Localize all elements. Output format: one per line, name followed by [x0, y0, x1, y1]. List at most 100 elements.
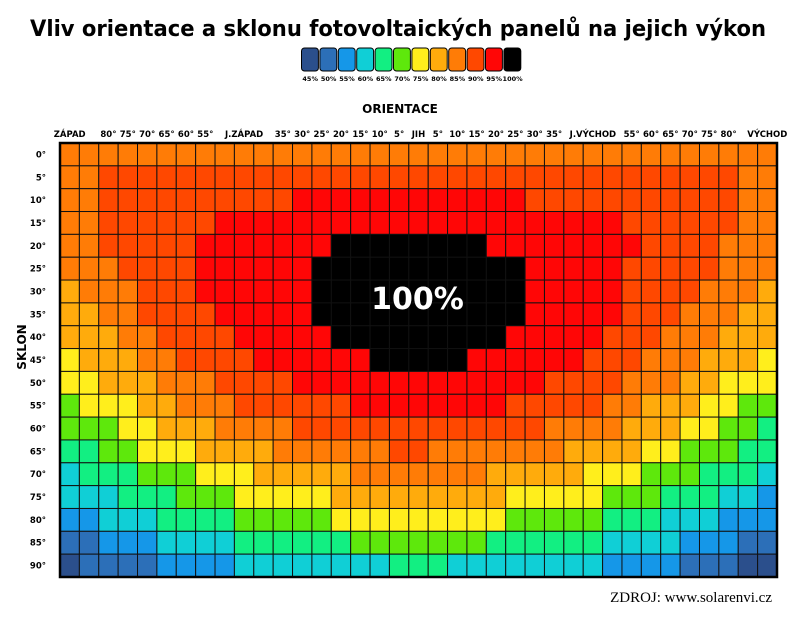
- heatmap-cell: [466, 188, 487, 213]
- heatmap-cell: [698, 393, 720, 418]
- heatmap-cell: [505, 211, 526, 235]
- heatmap-cell: [621, 393, 642, 418]
- heatmap-cell: [311, 485, 332, 509]
- heatmap-cell: [117, 507, 139, 532]
- heatmap-cell: [737, 165, 759, 190]
- heatmap-cell: [137, 553, 158, 578]
- heatmap-cell: [621, 553, 642, 578]
- heatmap-cell: [485, 142, 507, 167]
- heatmap-cell: [602, 233, 623, 258]
- heatmap-cell: [98, 439, 119, 464]
- heatmap-cell: [330, 485, 352, 509]
- heatmap-cell: [311, 279, 332, 304]
- heatmap-cell: [602, 279, 623, 304]
- heatmap-cell: [78, 348, 100, 372]
- heatmap-cell: [117, 348, 139, 372]
- heatmap-cell: [59, 188, 80, 213]
- legend-swatch-65: [374, 47, 393, 72]
- heatmap-cell: [195, 279, 216, 304]
- heatmap-cell: [369, 507, 390, 532]
- heatmap-cell: [311, 530, 332, 555]
- heatmap-cell: [117, 370, 139, 395]
- heatmap-cell: [78, 256, 100, 281]
- heatmap-cell: [78, 325, 100, 350]
- y-tick-label: 30°: [30, 287, 46, 297]
- heatmap-cell: [466, 530, 487, 555]
- heatmap-cell: [447, 462, 468, 487]
- heatmap-cell: [757, 348, 778, 372]
- heatmap-cell: [679, 233, 700, 258]
- heatmap-cell: [563, 370, 584, 395]
- heatmap-cell: [214, 348, 235, 372]
- heatmap-cell: [369, 393, 390, 418]
- chart-title: Vliv orientace a sklonu fotovoltaických …: [30, 17, 766, 42]
- heatmap-cell: [524, 530, 545, 555]
- heatmap-cell: [737, 370, 759, 395]
- heatmap-cell: [408, 439, 429, 464]
- heatmap-cell: [156, 142, 177, 167]
- heatmap-cell: [524, 393, 545, 418]
- heatmap-cell: [563, 142, 584, 167]
- heatmap-cell: [330, 439, 352, 464]
- heatmap-cell: [427, 370, 449, 395]
- heatmap-cell: [679, 279, 700, 304]
- heatmap-cell: [156, 439, 177, 464]
- heatmap-cell: [485, 507, 507, 532]
- heatmap-cell: [640, 348, 662, 372]
- heatmap-cell: [679, 553, 700, 578]
- heatmap-cell: [117, 233, 139, 258]
- heatmap-cell: [698, 507, 720, 532]
- heatmap-cell: [175, 302, 197, 327]
- heatmap-cell: [621, 188, 642, 213]
- heatmap-cell: [737, 325, 759, 350]
- heatmap-cell: [330, 530, 352, 555]
- heatmap-cell: [253, 393, 274, 418]
- heatmap-cell: [427, 439, 449, 464]
- heatmap-cell: [679, 256, 700, 281]
- x-tick-label: ZÁPAD: [54, 128, 86, 140]
- heatmap-cell: [156, 233, 177, 258]
- heatmap-cell: [233, 348, 255, 372]
- heatmap-cell: [98, 142, 119, 167]
- heatmap-cell: [117, 211, 139, 235]
- heatmap-cell: [737, 530, 759, 555]
- heatmap-cell: [602, 325, 623, 350]
- heatmap-cell: [640, 211, 662, 235]
- x-tick-labels: ZÁPAD 80° 75° 70° 65° 60° 55° J.ZÁPAD 35° 30° 25° 2…: [54, 128, 788, 140]
- heatmap-cell: [602, 142, 623, 167]
- heatmap-cell: [175, 530, 197, 555]
- heatmap-cell: [563, 485, 584, 509]
- heatmap-cell: [388, 325, 410, 350]
- heatmap-cell: [233, 279, 255, 304]
- legend-swatch-50: [319, 47, 338, 72]
- heatmap-cell: [214, 165, 235, 190]
- heatmap-cell: [698, 485, 720, 509]
- y-tick-label: 90°: [30, 562, 46, 572]
- heatmap-cell: [59, 302, 80, 327]
- y-tick-labels: 0° 5° 10° 15° 20° 25° 30° 35° 40° 45° 50° 55° 60° 65°…: [30, 150, 46, 571]
- heatmap-cell: [582, 485, 604, 509]
- heatmap-cell: [447, 142, 468, 167]
- heatmap-cell: [485, 233, 507, 258]
- x-tick-label: 30°: [294, 130, 310, 140]
- heatmap-cell: [350, 165, 371, 190]
- heatmap-cell: [408, 485, 429, 509]
- heatmap-cell: [78, 462, 100, 487]
- heatmap-cell: [311, 348, 332, 372]
- heatmap-cell: [718, 393, 739, 418]
- heatmap-cell: [78, 370, 100, 395]
- heatmap-cell: [272, 233, 294, 258]
- x-tick-label: J.ZÁPAD: [224, 128, 263, 140]
- heatmap-cell: [253, 279, 274, 304]
- heatmap-cell: [59, 142, 80, 167]
- heatmap-cell: [427, 393, 449, 418]
- heatmap-cell: [679, 462, 700, 487]
- heatmap-cell: [330, 256, 352, 281]
- heatmap-cell: [524, 256, 545, 281]
- heatmap-cell: [156, 279, 177, 304]
- heatmap-cell: [757, 370, 778, 395]
- heatmap-cell: [350, 325, 371, 350]
- x-tick-label: JIH: [411, 130, 425, 140]
- heatmap-cell: [292, 279, 313, 304]
